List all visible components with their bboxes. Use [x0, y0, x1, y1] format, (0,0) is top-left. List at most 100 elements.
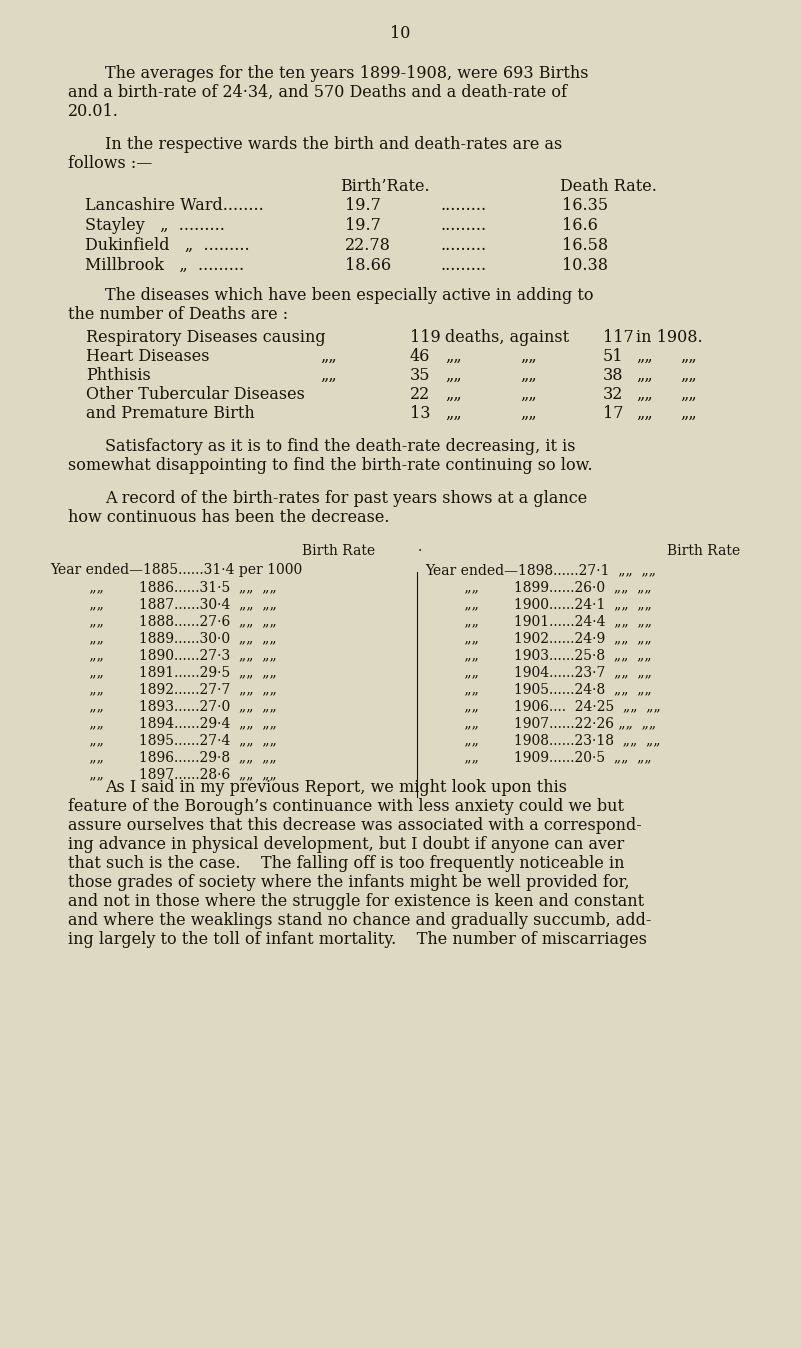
- Text: .........: .........: [440, 257, 486, 274]
- Text: 16.58: 16.58: [562, 237, 608, 253]
- Text: Birth Rate: Birth Rate: [302, 545, 375, 558]
- Text: somewhat disappointing to find the birth-rate continuing so low.: somewhat disappointing to find the birth…: [68, 457, 593, 474]
- Text: that such is the case.    The falling off is too frequently noticeable in: that such is the case. The falling off i…: [68, 855, 625, 872]
- Text: deaths, against: deaths, against: [445, 329, 570, 346]
- Text: „„        1906....  24·25  „„  „„: „„ 1906.... 24·25 „„ „„: [425, 700, 661, 713]
- Text: „„: „„: [680, 348, 697, 365]
- Text: „„: „„: [445, 404, 461, 422]
- Text: 117: 117: [603, 329, 634, 346]
- Text: „„        1899......26·0  „„  „„: „„ 1899......26·0 „„ „„: [425, 580, 652, 594]
- Text: assure ourselves that this decrease was associated with a correspond-: assure ourselves that this decrease was …: [68, 817, 642, 834]
- Text: As I said in my previous Report, we might look upon this: As I said in my previous Report, we migh…: [105, 779, 567, 797]
- Text: „„        1886......31·5  „„  „„: „„ 1886......31·5 „„ „„: [50, 580, 277, 594]
- Text: „„: „„: [636, 386, 653, 403]
- Text: „„: „„: [636, 367, 653, 384]
- Text: 19.7: 19.7: [345, 197, 380, 214]
- Text: „„        1908......23·18  „„  „„: „„ 1908......23·18 „„ „„: [425, 733, 661, 747]
- Text: Satisfactory as it is to find the death-rate decreasing, it is: Satisfactory as it is to find the death-…: [105, 438, 575, 456]
- Text: Lancashire Ward........: Lancashire Ward........: [85, 197, 264, 214]
- Text: 17: 17: [603, 404, 623, 422]
- Text: „„        1887......30·4  „„  „„: „„ 1887......30·4 „„ „„: [50, 597, 277, 611]
- Text: .........: .........: [440, 237, 486, 253]
- Text: „„: „„: [445, 367, 461, 384]
- Text: and a birth-rate of 24·34, and 570 Deaths and a death-rate of: and a birth-rate of 24·34, and 570 Death…: [68, 84, 567, 101]
- Text: Phthisis: Phthisis: [86, 367, 151, 384]
- Text: „„: „„: [520, 386, 537, 403]
- Text: 119: 119: [410, 329, 441, 346]
- Text: in 1908.: in 1908.: [636, 329, 702, 346]
- Text: 19.7: 19.7: [345, 217, 380, 235]
- Text: „„        1905......24·8  „„  „„: „„ 1905......24·8 „„ „„: [425, 682, 652, 696]
- Text: A record of the birth-rates for past years shows at a glance: A record of the birth-rates for past yea…: [105, 491, 587, 507]
- Text: and not in those where the struggle for existence is keen and constant: and not in those where the struggle for …: [68, 892, 644, 910]
- Text: .........: .........: [440, 197, 486, 214]
- Text: 35: 35: [410, 367, 430, 384]
- Text: „„        1891......29·5  „„  „„: „„ 1891......29·5 „„ „„: [50, 665, 277, 679]
- Text: „„        1894......29·4  „„  „„: „„ 1894......29·4 „„ „„: [50, 716, 277, 731]
- Text: and Premature Birth: and Premature Birth: [86, 404, 255, 422]
- Text: „„        1909......20·5  „„  „„: „„ 1909......20·5 „„ „„: [425, 749, 652, 764]
- Text: „„: „„: [636, 404, 653, 422]
- Text: 13: 13: [410, 404, 430, 422]
- Text: and where the weaklings stand no chance and gradually succumb, add-: and where the weaklings stand no chance …: [68, 913, 651, 929]
- Text: those grades of society where the infants might be well provided for,: those grades of society where the infant…: [68, 874, 630, 891]
- Text: „„        1903......25·8  „„  „„: „„ 1903......25·8 „„ „„: [425, 648, 652, 662]
- Text: 38: 38: [603, 367, 623, 384]
- Text: 32: 32: [603, 386, 623, 403]
- Text: 51: 51: [603, 348, 623, 365]
- Text: 18.66: 18.66: [345, 257, 391, 274]
- Text: „„        1900......24·1  „„  „„: „„ 1900......24·1 „„ „„: [425, 597, 652, 611]
- Text: „„        1889......30·0  „„  „„: „„ 1889......30·0 „„ „„: [50, 631, 276, 644]
- Text: Stayley   „  .........: Stayley „ .........: [85, 217, 225, 235]
- Text: .........: .........: [440, 217, 486, 235]
- Text: 10: 10: [390, 26, 411, 42]
- Text: feature of the Borough’s continuance with less anxiety could we but: feature of the Borough’s continuance wit…: [68, 798, 624, 816]
- Text: ·: ·: [418, 545, 422, 558]
- Text: follows :—: follows :—: [68, 155, 152, 173]
- Text: the number of Deaths are :: the number of Deaths are :: [68, 306, 288, 324]
- Text: „„: „„: [680, 367, 697, 384]
- Text: „„: „„: [320, 367, 336, 384]
- Text: „„        1895......27·4  „„  „„: „„ 1895......27·4 „„ „„: [50, 733, 277, 747]
- Text: The diseases which have been especially active in adding to: The diseases which have been especially …: [105, 287, 594, 305]
- Text: Year ended—1898......27·1  „„  „„: Year ended—1898......27·1 „„ „„: [425, 563, 656, 577]
- Text: „„: „„: [680, 386, 697, 403]
- Text: „„        1904......23·7  „„  „„: „„ 1904......23·7 „„ „„: [425, 665, 652, 679]
- Text: „„        1907......22·26 „„  „„: „„ 1907......22·26 „„ „„: [425, 716, 656, 731]
- Text: „„        1888......27·6  „„  „„: „„ 1888......27·6 „„ „„: [50, 613, 277, 628]
- Text: 10.38: 10.38: [562, 257, 608, 274]
- Text: „„        1892......27·7  „„  „„: „„ 1892......27·7 „„ „„: [50, 682, 277, 696]
- Text: Death Rate.: Death Rate.: [560, 178, 657, 195]
- Text: Other Tubercular Diseases: Other Tubercular Diseases: [86, 386, 305, 403]
- Text: „„        1901......24·4  „„  „„: „„ 1901......24·4 „„ „„: [425, 613, 652, 628]
- Text: „„: „„: [445, 348, 461, 365]
- Text: „„: „„: [320, 348, 336, 365]
- Text: „„: „„: [520, 404, 537, 422]
- Text: Millbrook   „  .........: Millbrook „ .........: [85, 257, 244, 274]
- Text: Year ended—1885......31·4 per 1000: Year ended—1885......31·4 per 1000: [50, 563, 302, 577]
- Text: 20.01.: 20.01.: [68, 102, 119, 120]
- Text: Heart Diseases: Heart Diseases: [86, 348, 210, 365]
- Text: 16.35: 16.35: [562, 197, 608, 214]
- Text: „„: „„: [520, 367, 537, 384]
- Text: 22.78: 22.78: [345, 237, 391, 253]
- Text: „„: „„: [636, 348, 653, 365]
- Text: Birth Rate: Birth Rate: [667, 545, 740, 558]
- Text: „„        1896......29·8  „„  „„: „„ 1896......29·8 „„ „„: [50, 749, 276, 764]
- Text: In the respective wards the birth and death-rates are as: In the respective wards the birth and de…: [105, 136, 562, 154]
- Text: 16.6: 16.6: [562, 217, 598, 235]
- Text: how continuous has been the decrease.: how continuous has been the decrease.: [68, 510, 389, 526]
- Text: „„: „„: [445, 386, 461, 403]
- Text: „„: „„: [520, 348, 537, 365]
- Text: ing largely to the toll of infant mortality.    The number of miscarriages: ing largely to the toll of infant mortal…: [68, 931, 647, 948]
- Text: 22: 22: [410, 386, 430, 403]
- Text: Dukinfield   „  .........: Dukinfield „ .........: [85, 237, 250, 253]
- Text: „„: „„: [680, 404, 697, 422]
- Text: „„        1890......27·3  „„  „„: „„ 1890......27·3 „„ „„: [50, 648, 277, 662]
- Text: „„        1902......24·9  „„  „„: „„ 1902......24·9 „„ „„: [425, 631, 652, 644]
- Text: 46: 46: [410, 348, 430, 365]
- Text: „„        1893......27·0  „„  „„: „„ 1893......27·0 „„ „„: [50, 700, 277, 713]
- Text: Birth’Rate.: Birth’Rate.: [340, 178, 429, 195]
- Text: „„        1897......28·6  „„  „„: „„ 1897......28·6 „„ „„: [50, 767, 277, 780]
- Text: The averages for the ten years 1899-1908, were 693 Births: The averages for the ten years 1899-1908…: [105, 65, 589, 82]
